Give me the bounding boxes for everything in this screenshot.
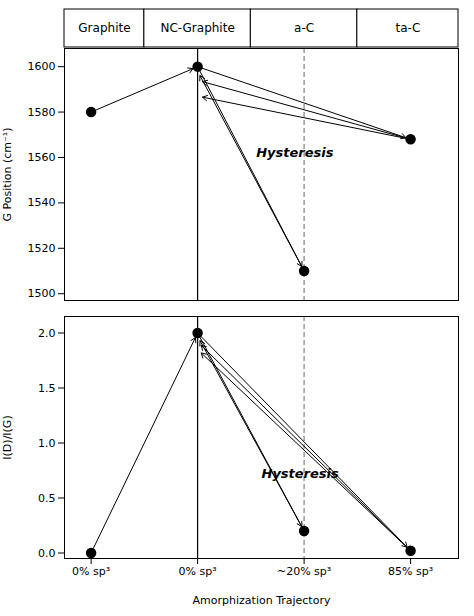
svg-text:0% sp³: 0% sp³ — [72, 565, 110, 578]
svg-text:ta-C: ta-C — [396, 21, 421, 35]
svg-text:1600: 1600 — [28, 60, 56, 73]
svg-text:1.5: 1.5 — [38, 382, 56, 395]
svg-text:G Position (cm⁻¹): G Position (cm⁻¹) — [1, 128, 14, 222]
svg-text:0% sp³: 0% sp³ — [179, 565, 217, 578]
svg-text:1540: 1540 — [28, 196, 56, 209]
svg-text:1580: 1580 — [28, 106, 56, 119]
svg-text:I(D)/I(G): I(D)/I(G) — [1, 415, 14, 459]
svg-text:~20% sp³: ~20% sp³ — [277, 565, 331, 578]
svg-text:2.0: 2.0 — [38, 327, 56, 340]
svg-text:a-C: a-C — [294, 21, 314, 35]
svg-text:1500: 1500 — [28, 287, 56, 300]
svg-text:Graphite: Graphite — [78, 21, 130, 35]
svg-text:85% sp³: 85% sp³ — [388, 565, 433, 578]
svg-text:0.0: 0.0 — [38, 547, 56, 560]
svg-text:Hysteresis: Hysteresis — [262, 466, 340, 481]
svg-text:NC-Graphite: NC-Graphite — [160, 21, 234, 35]
svg-text:1560: 1560 — [28, 151, 56, 164]
svg-text:0.5: 0.5 — [38, 492, 56, 505]
svg-text:1520: 1520 — [28, 242, 56, 255]
svg-text:Hysteresis: Hysteresis — [256, 145, 334, 160]
svg-text:1.0: 1.0 — [38, 437, 56, 450]
svg-text:Amorphization Trajectory: Amorphization Trajectory — [193, 594, 331, 607]
